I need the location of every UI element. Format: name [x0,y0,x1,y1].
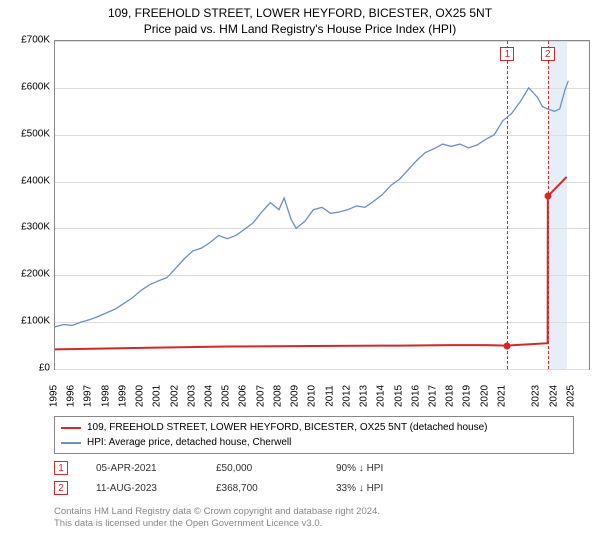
y-axis: £0£100K£200K£300K£400K£500K£600K£700K [8,40,52,370]
x-tick-label: 2002 [169,385,180,407]
x-tick-label: 2021 [496,385,507,407]
marker-table-pct: 33% ↓ HPI [336,483,456,494]
footer-attribution: Contains HM Land Registry data © Crown c… [54,506,574,531]
marker-dot [504,342,511,349]
x-tick-label: 2019 [462,385,473,407]
plot-region: 12 [54,40,590,370]
marker-table-date: 11-AUG-2023 [96,483,216,494]
legend-label: 109, FREEHOLD STREET, LOWER HEYFORD, BIC… [87,422,488,433]
chart-subtitle: Price paid vs. HM Land Registry's House … [0,20,600,36]
marker-badge: 1 [500,47,514,61]
x-tick-label: 2004 [204,385,215,407]
y-tick-label: £400K [21,175,50,186]
marker-table-badge: 2 [54,481,68,495]
footer-line-1: Contains HM Land Registry data © Crown c… [54,506,574,518]
x-tick-label: 2020 [479,385,490,407]
marker-table-row: 1 05-APR-2021£50,00090% ↓ HPI [54,458,574,478]
marker-table-price: £368,700 [216,483,336,494]
x-tick-label: 1996 [66,385,77,407]
marker-table-row: 2 11-AUG-2023£368,70033% ↓ HPI [54,478,574,498]
x-tick-label: 2023 [531,385,542,407]
footer-line-2: This data is licensed under the Open Gov… [54,518,574,530]
x-tick-label: 2009 [290,385,301,407]
x-tick-label: 1997 [83,385,94,407]
y-tick-label: £0 [39,363,50,374]
x-axis: 1995199619971998199920002001200220032004… [54,372,590,408]
x-tick-label: 2003 [186,385,197,407]
legend-swatch [61,427,81,429]
x-tick-label: 2025 [565,385,576,407]
marker-table-date: 05-APR-2021 [96,463,216,474]
marker-table-pct: 90% ↓ HPI [336,463,456,474]
x-tick-label: 2017 [427,385,438,407]
marker-table: 1 05-APR-2021£50,00090% ↓ HPI 2 11-AUG-2023… [54,458,574,498]
chart-title: 109, FREEHOLD STREET, LOWER HEYFORD, BIC… [0,0,600,20]
x-tick-label: 2001 [152,385,163,407]
x-tick-label: 2013 [359,385,370,407]
y-tick-label: £500K [21,128,50,139]
legend: 109, FREEHOLD STREET, LOWER HEYFORD, BIC… [54,416,574,454]
legend-swatch [61,442,81,444]
x-tick-label: 1998 [100,385,111,407]
x-tick-label: 2000 [135,385,146,407]
x-tick-label: 2014 [376,385,387,407]
x-tick-label: 2018 [445,385,456,407]
gridline [55,369,589,370]
series-line-hpi [55,81,568,327]
x-tick-label: 2011 [324,385,335,407]
x-tick-label: 2007 [255,385,266,407]
x-tick-label: 2005 [221,385,232,407]
chart-area: £0£100K£200K£300K£400K£500K£600K£700K 12… [8,40,592,410]
x-tick-label: 2016 [410,385,421,407]
y-tick-label: £300K [21,222,50,233]
x-tick-label: 2008 [272,385,283,407]
x-tick-label: 2010 [307,385,318,407]
marker-dot [544,193,551,200]
y-tick-label: £100K [21,316,50,327]
series-line-property [55,177,567,349]
x-tick-label: 2015 [393,385,404,407]
x-tick-label: 2006 [238,385,249,407]
marker-table-badge: 1 [54,461,68,475]
legend-item: 109, FREEHOLD STREET, LOWER HEYFORD, BIC… [61,420,567,435]
legend-item: HPI: Average price, detached house, Cher… [61,435,567,450]
y-tick-label: £700K [21,35,50,46]
legend-label: HPI: Average price, detached house, Cher… [87,437,291,448]
marker-badge: 2 [541,47,555,61]
x-tick-label: 2012 [341,385,352,407]
x-tick-label: 1999 [117,385,128,407]
x-tick-label: 1995 [49,385,60,407]
marker-table-price: £50,000 [216,463,336,474]
x-tick-label: 2024 [548,385,559,407]
y-tick-label: £600K [21,81,50,92]
y-tick-label: £200K [21,269,50,280]
